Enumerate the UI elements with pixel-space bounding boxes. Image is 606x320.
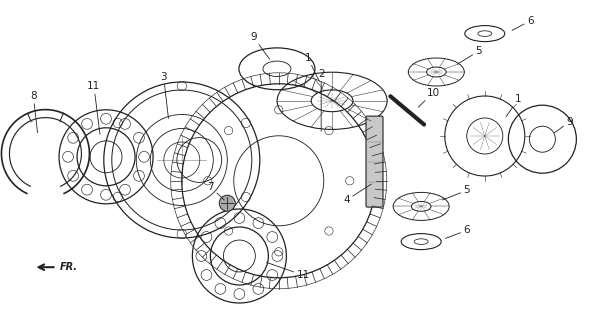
Text: 1: 1 xyxy=(305,52,319,82)
Text: 4: 4 xyxy=(344,184,371,205)
Text: 9: 9 xyxy=(554,116,573,133)
Text: 3: 3 xyxy=(161,72,168,118)
Text: 5: 5 xyxy=(442,185,470,200)
Text: 1: 1 xyxy=(506,94,521,117)
Text: 10: 10 xyxy=(418,88,440,107)
Text: FR.: FR. xyxy=(59,262,78,272)
Text: 6: 6 xyxy=(445,225,470,238)
Text: 9: 9 xyxy=(250,32,270,59)
Text: 5: 5 xyxy=(458,46,482,64)
Circle shape xyxy=(219,195,235,211)
Text: 11: 11 xyxy=(267,262,310,280)
Text: 7: 7 xyxy=(208,182,224,200)
Text: 2: 2 xyxy=(318,68,324,131)
Text: 8: 8 xyxy=(30,91,38,133)
Text: 6: 6 xyxy=(512,16,533,30)
FancyBboxPatch shape xyxy=(366,116,383,207)
Text: 11: 11 xyxy=(87,81,101,134)
